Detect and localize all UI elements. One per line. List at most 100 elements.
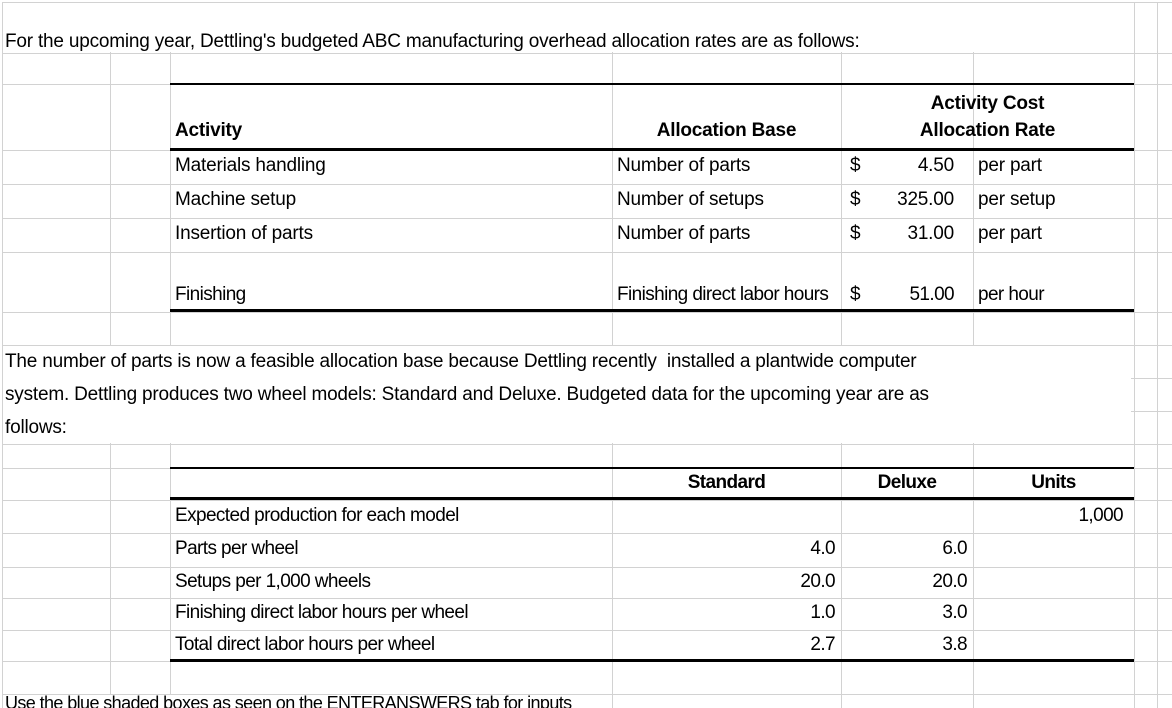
rate-row-base[interactable]: Number of parts [612,218,841,252]
activity-value: Materials handling [175,155,326,176]
gridline-h [2,53,1172,54]
rate-header-activity-label: Activity [175,120,243,141]
budget-row-units[interactable]: 1,000 [973,500,1134,533]
deluxe-value: 3.0 [942,602,967,623]
budget-row-units[interactable] [973,533,1134,567]
standard-value: 20.0 [800,570,835,592]
gridline-h [2,598,1172,599]
rate-row-activity[interactable]: Machine setup [170,184,612,218]
gridline-h [2,630,1172,631]
rate-row-amount[interactable]: $ 325.00 [841,184,973,218]
rate-row-unit[interactable]: per setup [973,184,1134,218]
activity-value: Finishing [175,284,246,305]
gridline-h [2,184,1172,185]
label-value: Total direct labor hours per wheel [175,633,435,655]
gridline-h [2,312,1172,313]
rate-row-base[interactable]: Number of parts [612,150,841,184]
footer-text-cell[interactable]: Use the blue shaded boxes as seen on the… [3,693,572,708]
base-value: Number of parts [617,155,751,176]
paragraph-line3: follows: [5,416,67,438]
rate-row-unit[interactable]: per hour [973,252,1134,312]
rate-row-base[interactable]: Finishing direct labor hours [612,252,841,312]
deluxe-value: 6.0 [942,538,967,559]
rate-table-bottom-border [170,309,1134,312]
budget-row-label[interactable]: Total direct labor hours per wheel [170,630,612,661]
budget-row-label[interactable]: Expected production for each model [170,500,612,533]
rate-row-unit[interactable]: per part [973,150,1134,184]
budget-header-standard-label: Standard [687,472,766,493]
budget-row-deluxe[interactable] [841,500,973,533]
rate-header-rate[interactable]: Activity Cost Allocation Rate [841,84,1134,148]
budget-header-standard[interactable]: Standard [612,468,841,498]
budget-row-standard[interactable]: 2.7 [612,630,841,661]
budget-header-units[interactable]: Units [973,468,1134,498]
rate-row-activity[interactable]: Finishing [170,252,612,312]
activity-value: Machine setup [175,189,296,210]
gridline-h [2,2,1172,3]
rate-row-unit[interactable]: per part [973,218,1134,252]
budget-table-header-border [170,497,1134,500]
budget-row-standard[interactable]: 4.0 [612,533,841,567]
unit-value: per hour [978,284,1045,305]
rate-header-allocation-base[interactable]: Allocation Base [612,84,841,148]
budget-row-label[interactable]: Setups per 1,000 wheels [170,567,612,598]
budget-row-standard[interactable]: 20.0 [612,567,841,598]
rate-row-activity[interactable]: Insertion of parts [170,218,612,252]
budget-header-deluxe[interactable]: Deluxe [841,468,973,498]
rate-row-amount[interactable]: $ 51.00 [841,252,973,312]
budget-header-deluxe-label: Deluxe [877,472,937,493]
unit-value: per part [978,223,1042,244]
overflow-mask [3,3,1131,52]
intro-text: For the upcoming year, Dettling's budget… [5,31,860,52]
rate-row-amount[interactable]: $ 4.50 [841,150,973,184]
budget-row-deluxe[interactable]: 3.8 [841,630,973,661]
currency-symbol: $ [850,223,861,244]
budget-row-label[interactable]: Parts per wheel [170,533,612,567]
label-value: Expected production for each model [175,504,459,526]
paragraph-line2-cell[interactable]: system. Dettling produces two wheel mode… [3,378,929,411]
gridline-h [2,252,1172,253]
budget-header-units-label: Units [1031,472,1076,493]
intro-text-cell[interactable]: For the upcoming year, Dettling's budget… [3,2,860,61]
standard-value: 2.7 [810,633,835,655]
budget-row-units[interactable] [973,630,1134,661]
gridline-h [2,500,1172,501]
gridline-h [2,444,1172,445]
overflow-mask [3,695,583,708]
gridline-v [1134,2,1135,708]
gridline-h [2,218,1172,219]
paragraph-line3-cell[interactable]: follows: [3,411,67,444]
rate-header-rate-label: Activity Cost Allocation Rate [919,90,1056,144]
rate-value: 325.00 [897,189,954,210]
rate-header-activity[interactable]: Activity [170,84,612,148]
base-value: Finishing direct labor hours [617,284,829,305]
budget-table-bottom-border [170,659,1134,662]
unit-value: per setup [978,189,1056,210]
gridline-h [2,533,1172,534]
label-value: Setups per 1,000 wheels [175,570,371,592]
budget-row-standard[interactable]: 1.0 [612,598,841,630]
budget-row-label[interactable]: Finishing direct labor hours per wheel [170,598,612,630]
currency-symbol: $ [850,284,861,305]
standard-value: 4.0 [810,538,835,559]
rate-table-header-border [170,148,1134,151]
rate-value: 31.00 [907,223,954,244]
budget-row-standard[interactable] [612,500,841,533]
budget-row-deluxe[interactable]: 6.0 [841,533,973,567]
currency-symbol: $ [850,189,861,210]
standard-value: 1.0 [810,602,835,623]
budget-row-units[interactable] [973,567,1134,598]
rate-header-allocation-base-label: Allocation Base [656,120,797,141]
budget-row-deluxe[interactable]: 20.0 [841,567,973,598]
rate-row-amount[interactable]: $ 31.00 [841,218,973,252]
gridline-v [1157,2,1158,708]
rate-row-activity[interactable]: Materials handling [170,150,612,184]
budget-row-units[interactable] [973,598,1134,630]
unit-value: per part [978,155,1042,176]
paragraph-line1-cell[interactable]: The number of parts is now a feasible al… [3,345,917,378]
rate-header-line2: Allocation Rate [919,120,1056,141]
gridline-v [2,2,3,708]
rate-row-base[interactable]: Number of setups [612,184,841,218]
budget-row-deluxe[interactable]: 3.0 [841,598,973,630]
units-value: 1,000 [1078,504,1123,526]
